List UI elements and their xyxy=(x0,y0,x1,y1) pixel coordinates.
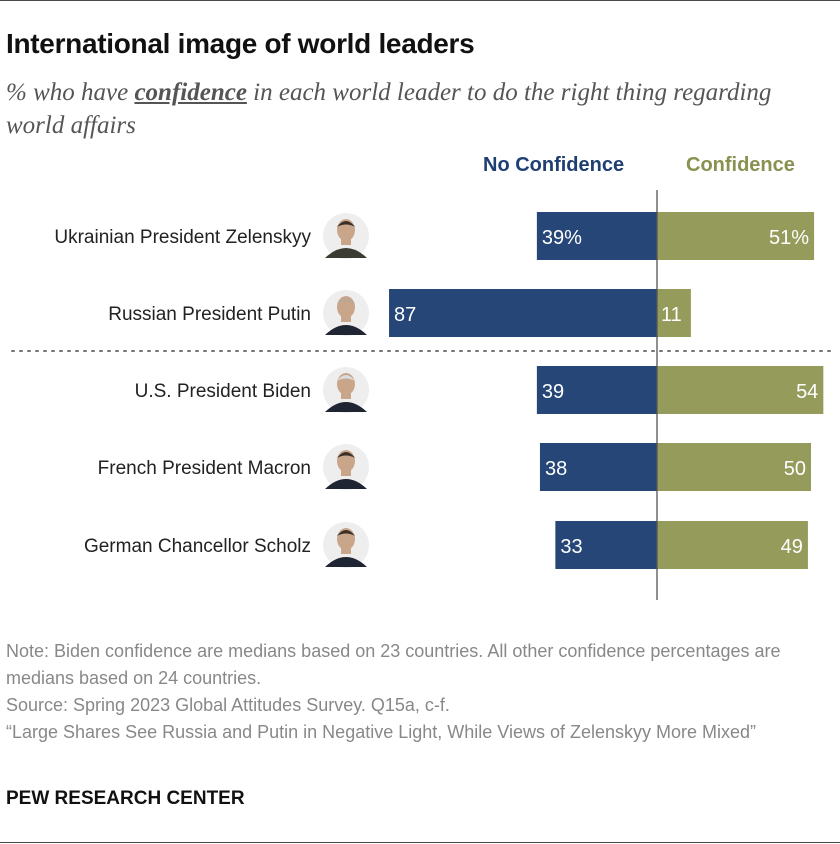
bar-no-confidence xyxy=(389,289,657,337)
bar-no-confidence xyxy=(536,212,657,260)
data-label-no-confidence: 38 xyxy=(545,458,567,480)
note-text: Note: Biden confidence are medians based… xyxy=(6,641,781,688)
bar-confidence xyxy=(657,212,815,260)
macron-portrait-icon xyxy=(323,444,369,490)
report-title-text: “Large Shares See Russia and Putin in Ne… xyxy=(6,722,757,742)
chart-title: International image of world leaders xyxy=(6,28,475,59)
category-label: U.S. President Biden xyxy=(135,381,311,402)
bar-confidence xyxy=(657,443,811,491)
chart-notes: Note: Biden confidence are medians based… xyxy=(6,638,806,746)
data-label-no-confidence: 39% xyxy=(542,227,582,249)
chart-subtitle: % who have confidence in each world lead… xyxy=(6,76,806,142)
bar-confidence xyxy=(657,521,808,569)
data-label-confidence: 50 xyxy=(784,458,806,480)
data-label-confidence: 49 xyxy=(781,536,803,558)
biden-portrait-icon xyxy=(323,367,369,413)
bar-no-confidence xyxy=(536,366,657,414)
category-label: French President Macron xyxy=(98,458,311,479)
source-text: Source: Spring 2023 Global Attitudes Sur… xyxy=(6,695,450,715)
bar-no-confidence xyxy=(555,521,657,569)
bar-confidence xyxy=(657,289,691,337)
bar-no-confidence xyxy=(539,443,657,491)
data-label-confidence: 54 xyxy=(796,381,818,403)
subtitle-prefix: % who have xyxy=(6,79,135,106)
pew-research-center-logo: PEW RESEARCH CENTER xyxy=(6,788,245,809)
top-rule xyxy=(0,0,840,1)
zelenskyy-portrait-icon xyxy=(323,213,369,259)
subtitle-emphasis: confidence xyxy=(134,79,247,106)
data-label-confidence: 11 xyxy=(661,304,682,326)
legend-no-confidence: No Confidence xyxy=(483,154,625,176)
bar-confidence xyxy=(657,366,824,414)
category-label: German Chancellor Scholz xyxy=(84,536,311,557)
legend-confidence: Confidence xyxy=(686,154,795,176)
scholz-portrait-icon xyxy=(323,522,369,568)
data-label-no-confidence: 33 xyxy=(560,536,582,558)
bottom-rule xyxy=(0,842,840,843)
subtitle-suffix: in each world leader to do the right thi… xyxy=(6,79,772,139)
putin-portrait-icon xyxy=(323,290,369,336)
data-label-no-confidence: 39 xyxy=(542,381,564,403)
diverging-bar-chart: Ukrainian President Zelenskyy 39% 51% Russi… xyxy=(11,190,837,600)
category-label: Ukrainian President Zelenskyy xyxy=(54,227,311,248)
data-label-no-confidence: 87 xyxy=(394,304,416,326)
category-label: Russian President Putin xyxy=(108,304,311,325)
data-label-confidence: 51% xyxy=(769,227,809,249)
